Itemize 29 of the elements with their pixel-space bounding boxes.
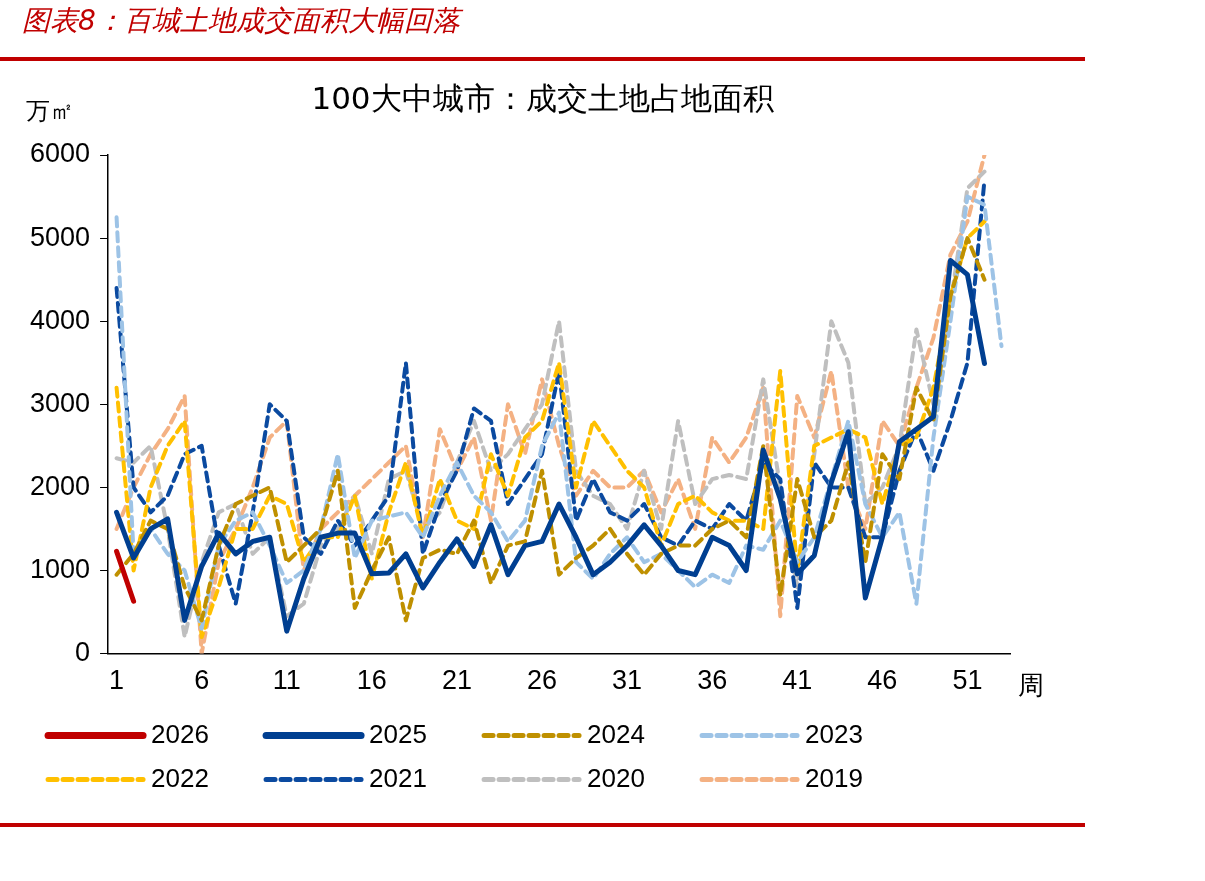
x-tick-label: 41 <box>782 665 813 696</box>
x-tick-label: 11 <box>272 665 301 696</box>
x-tick-label: 1 <box>109 665 125 696</box>
y-tick-label: 5000 <box>29 221 91 252</box>
y-tick-label: 6000 <box>29 138 91 169</box>
x-tick-label: 46 <box>867 665 898 696</box>
x-tick-label: 36 <box>697 665 728 696</box>
x-tick-label: 31 <box>612 665 643 696</box>
y-tick-label: 1000 <box>29 553 91 584</box>
y-tick-label: 4000 <box>29 304 91 335</box>
legend-label: 2023 <box>805 718 863 749</box>
x-tick-label: 51 <box>952 665 983 696</box>
x-tick-label: 21 <box>441 665 472 696</box>
y-axis-title: 万㎡ <box>26 96 75 127</box>
legend-label: 2025 <box>369 718 427 749</box>
x-axis-title: 周 <box>1018 668 1044 702</box>
y-tick-label: 3000 <box>29 387 91 418</box>
chart-subtitle: 100大中城市：成交土地占地面积 <box>311 80 774 116</box>
legend-label: 2026 <box>151 718 209 749</box>
legend-label: 2021 <box>369 762 427 793</box>
legend-label: 2022 <box>151 762 209 793</box>
x-tick-label: 6 <box>194 665 210 696</box>
x-tick-label: 26 <box>526 665 558 696</box>
legend-label: 2019 <box>805 762 863 793</box>
x-tick-label: 16 <box>356 665 387 696</box>
y-tick-label: 0 <box>75 637 91 668</box>
legend-label: 2020 <box>587 762 645 793</box>
y-tick-label: 2000 <box>29 470 91 501</box>
legend-label: 2024 <box>587 718 645 749</box>
